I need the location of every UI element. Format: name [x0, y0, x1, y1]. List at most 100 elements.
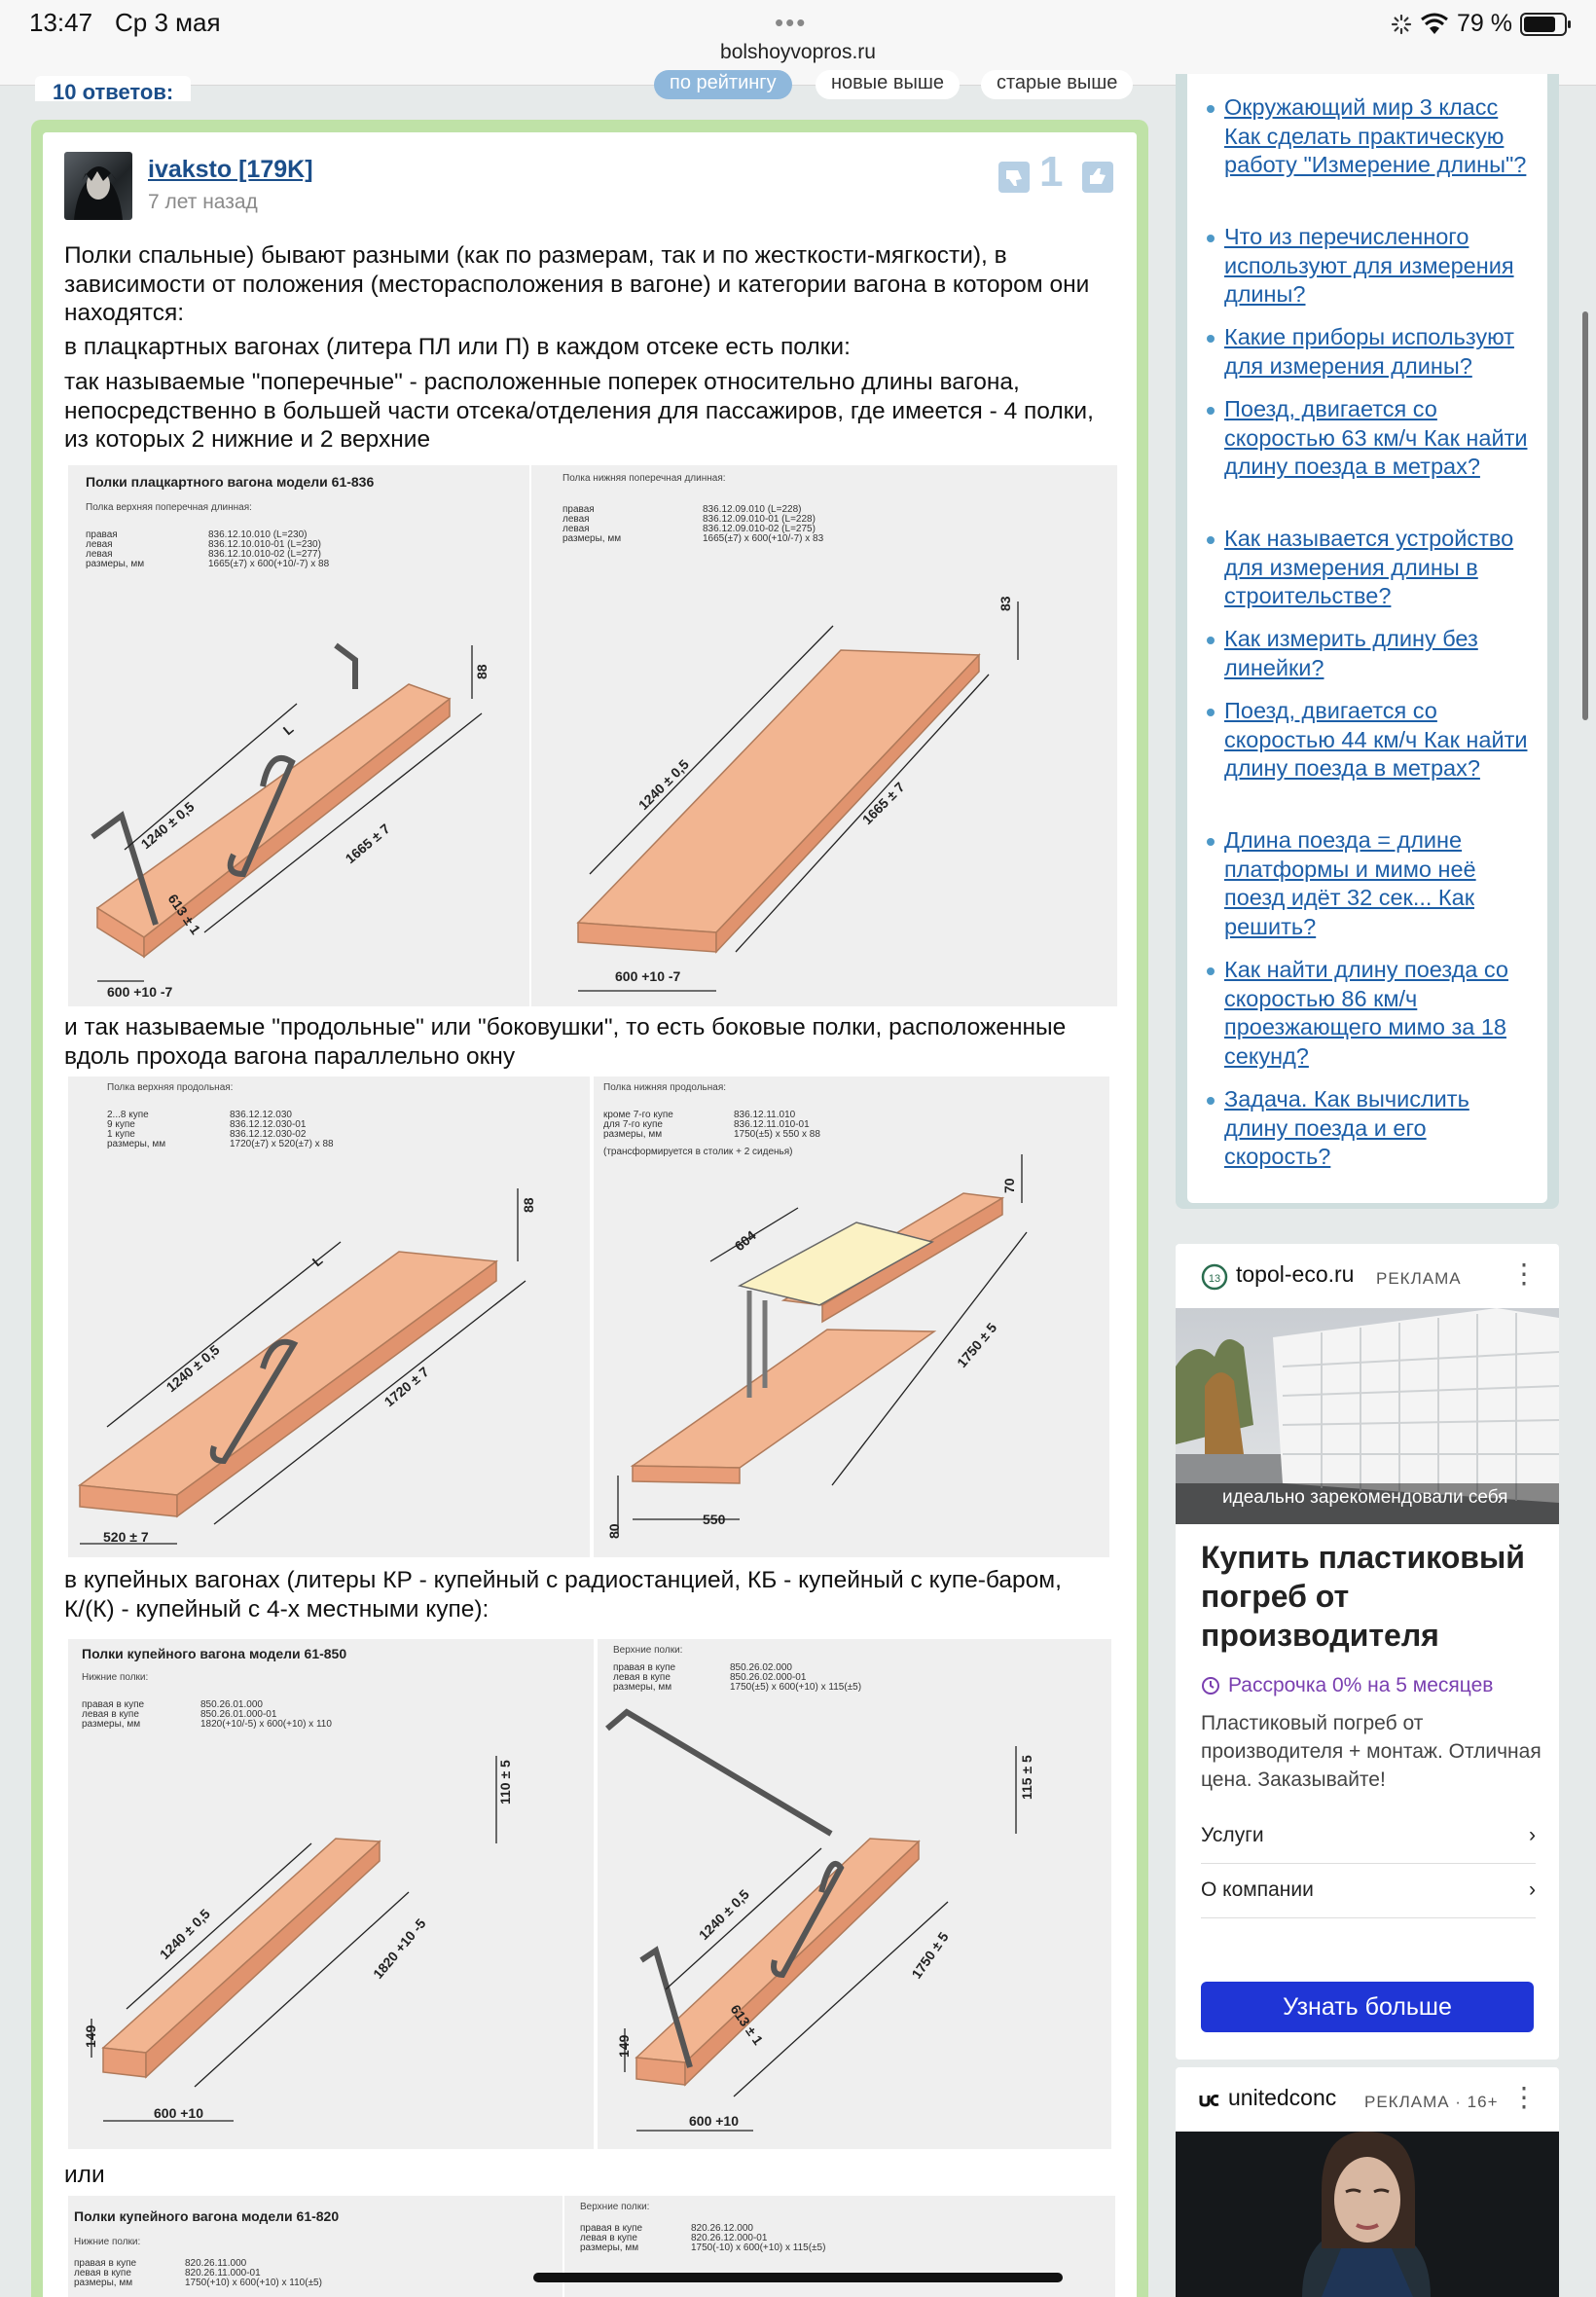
dim-label: 88 [474, 664, 490, 679]
svg-text:820.26.11.000: 820.26.11.000 [185, 2258, 247, 2269]
dim-label: 600 +10 -7 [615, 968, 681, 984]
diagram-subtitle: Верхние полки: [580, 2202, 649, 2212]
diagram-subtitle: Полка нижняя поперечная длинная: [562, 473, 726, 484]
bullet-icon [1207, 335, 1215, 343]
related-question-link[interactable]: Длина поезда = длине платформы и мимо не… [1224, 827, 1476, 939]
ad-link-label: О компании [1201, 1878, 1314, 1901]
sort-newest-tab[interactable]: новые выше [816, 70, 961, 99]
related-question-link[interactable]: Как найти длину поезда со скоростью 86 к… [1224, 957, 1508, 1069]
shelf-diagram-coupe-lower: Полки купейного вагона модели 61-850 Ниж… [68, 1639, 594, 2149]
sort-by-rating-tab[interactable]: по рейтингу [654, 70, 792, 99]
ad-site[interactable]: unitedconc [1228, 2085, 1337, 2110]
author-link[interactable]: ivaksto [179K] [148, 156, 313, 183]
svg-text:левая в купе: левая в купе [74, 2268, 131, 2279]
dim-label: 600 +10 [154, 2105, 203, 2121]
diagram-title: Полки купейного вагона модели 61-820 [74, 2208, 339, 2224]
dim-label: 149 [83, 2024, 98, 2048]
dim-label: 600 +10 -7 [107, 984, 173, 1000]
advertiser-logo-icon [1199, 2095, 1219, 2107]
svg-text:правая: правая [562, 504, 595, 515]
svg-text:размеры, мм: размеры, мм [74, 2278, 132, 2288]
svg-text:1820(+10/-5) x 600(+10) x 110: 1820(+10/-5) x 600(+10) x 110 [200, 1719, 332, 1730]
related-question-link[interactable]: Как называется устройство для измерения … [1224, 526, 1514, 608]
ad-link-about[interactable]: О компании › [1201, 1878, 1536, 1902]
address-bar[interactable]: bolshoyvopros.ru [720, 41, 876, 63]
clock-icon [1202, 1677, 1219, 1695]
svg-text:820.26.11.000-01: 820.26.11.000-01 [185, 2268, 261, 2279]
svg-text:левая: левая [86, 539, 113, 550]
answer-paragraph: в купейных вагонах (литеры КР - купейный… [64, 1567, 1062, 1622]
svg-text:820.26.12.000: 820.26.12.000 [691, 2223, 753, 2234]
related-question-link[interactable]: Что из перечисленного используют для изм… [1224, 224, 1514, 307]
svg-text:1750(±5) x 600(+10) x 115(±5): 1750(±5) x 600(+10) x 115(±5) [730, 1682, 861, 1693]
dim-label: 80 [606, 1523, 622, 1539]
shelf-diagram-lower-transverse: Полка нижняя поперечная длинная: правая 8… [531, 465, 1117, 1006]
svg-text:правая в купе: правая в купе [74, 2258, 136, 2269]
dim-label: 110 ± 5 [497, 1760, 513, 1805]
svg-text:правая в купе: правая в купе [613, 1662, 675, 1673]
ad-image[interactable] [1176, 1308, 1559, 1524]
scrollbar[interactable] [1582, 311, 1588, 720]
svg-text:(трансформируется в столик + 2: (трансформируется в столик + 2 сиденья) [603, 1146, 793, 1157]
ad-site[interactable]: topol-eco.ru [1236, 1261, 1355, 1287]
ad-image[interactable] [1176, 2132, 1559, 2297]
sort-oldest-tab[interactable]: старые выше [981, 70, 1134, 99]
svg-text:левая: левая [562, 514, 590, 525]
home-indicator[interactable] [533, 2273, 1063, 2282]
bullet-icon [1207, 536, 1215, 544]
svg-text:размеры, мм: размеры, мм [613, 1682, 671, 1693]
answer-paragraph: так называемые "поперечные" - расположен… [64, 369, 1094, 453]
svg-text:1720(±7) x 520(±7) x 88: 1720(±7) x 520(±7) x 88 [230, 1139, 334, 1149]
chevron-right-icon: › [1529, 1878, 1536, 1901]
svg-text:836.12.12.030-01: 836.12.12.030-01 [230, 1119, 307, 1130]
related-question-link[interactable]: Как измерить длину без линейки? [1224, 626, 1478, 680]
advertiser-logo-icon: 13 [1201, 1263, 1228, 1291]
learn-more-button[interactable]: Узнать больше [1201, 1982, 1534, 2032]
more-options-icon[interactable]: ⋮ [1510, 1258, 1538, 1289]
svg-text:836.12.12.030: 836.12.12.030 [230, 1110, 292, 1120]
svg-text:836.12.10.010 (L=230): 836.12.10.010 (L=230) [208, 529, 307, 540]
svg-text:836.12.09.010-02 (L=275): 836.12.09.010-02 (L=275) [703, 524, 816, 534]
ad-promo-text: Рассрочка 0% на 5 месяцев [1228, 1674, 1494, 1696]
svg-text:850.26.01.000-01: 850.26.01.000-01 [200, 1709, 277, 1720]
related-question-link[interactable]: Задача. Как вычислить длину поезда и его… [1224, 1086, 1469, 1169]
svg-text:для 7-го купе: для 7-го купе [603, 1119, 663, 1130]
ad-title[interactable]: Купить пластиковый погреб от производите… [1201, 1540, 1525, 1653]
ad-label: РЕКЛАМА · 16+ [1364, 2093, 1499, 2111]
battery-icon [1520, 12, 1571, 36]
thumbs-down-icon[interactable] [998, 162, 1030, 193]
svg-text:1750(+10) x 600(+10) x 110(±5): 1750(+10) x 600(+10) x 110(±5) [185, 2278, 322, 2288]
related-question-link[interactable]: Окружающий мир 3 класс Как сделать практ… [1224, 94, 1527, 177]
thumbs-up-icon[interactable] [1082, 162, 1113, 193]
dim-label: 149 [616, 2034, 632, 2058]
diagram-subtitle: Нижние полки: [74, 2237, 140, 2247]
avatar[interactable] [64, 152, 132, 220]
related-question-link[interactable]: Какие приборы используют для измерения д… [1224, 324, 1514, 379]
ad-link-services[interactable]: Услуги › [1201, 1824, 1536, 1847]
related-question-link[interactable]: Поезд, двигается со скоростью 63 км/ч Ка… [1224, 396, 1528, 479]
svg-text:правая: правая [86, 529, 118, 540]
chevron-right-icon: › [1529, 1824, 1536, 1846]
more-options-icon[interactable]: ⋮ [1510, 2082, 1538, 2112]
shelf-diagram-upper-longitudinal: Полка верхняя продольная: 2...8 купе 836.… [68, 1076, 590, 1557]
related-question-item: Как найти длину поезда со скоростью 86 к… [1207, 956, 1538, 1071]
svg-text:левая в купе: левая в купе [613, 1672, 671, 1683]
related-question-link[interactable]: Поезд, двигается со скоростью 44 км/ч Ка… [1224, 698, 1528, 781]
dim-label: 88 [521, 1197, 536, 1213]
divider [1201, 1863, 1536, 1864]
svg-text:правая в купе: правая в купе [580, 2223, 642, 2234]
tab-overview-dots-icon[interactable]: ••• [775, 8, 808, 37]
related-questions-panel [1187, 74, 1547, 1203]
svg-text:9 купе: 9 купе [107, 1119, 135, 1130]
svg-text:правая в купе: правая в купе [82, 1699, 144, 1710]
answer-paragraph: и так называемые "продольные" или "боков… [64, 1014, 1067, 1070]
svg-text:836.12.09.010-01 (L=228): 836.12.09.010-01 (L=228) [703, 514, 816, 525]
svg-text:размеры, мм: размеры, мм [603, 1129, 662, 1140]
ad-label: РЕКЛАМА [1376, 1269, 1462, 1288]
svg-text:левая: левая [562, 524, 590, 534]
svg-text:размеры, мм: размеры, мм [580, 2242, 638, 2253]
shelf-diagram-upper-transverse: Полки плацкартного вагона модели 61-836 … [68, 465, 529, 1006]
svg-text:836.12.11.010-01: 836.12.11.010-01 [734, 1119, 810, 1130]
svg-text:2...8 купе: 2...8 купе [107, 1110, 149, 1120]
diagram-subtitle: Полка верхняя продольная: [107, 1082, 233, 1093]
